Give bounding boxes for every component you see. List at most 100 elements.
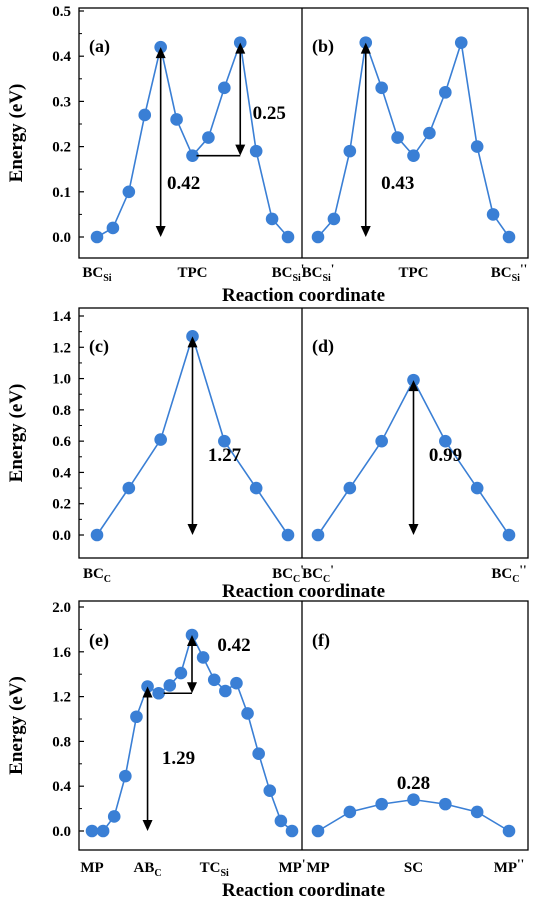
data-point xyxy=(281,528,295,542)
data-point xyxy=(122,481,136,495)
x-tick-label: MP xyxy=(306,860,329,876)
data-point xyxy=(218,434,231,448)
y-tick-label: 1.2 xyxy=(52,690,71,706)
data-point xyxy=(219,684,232,698)
y-tick-label: 0.1 xyxy=(52,185,71,201)
y-tick-label: 1.6 xyxy=(52,645,71,661)
barrier-arrow-head xyxy=(142,686,153,698)
barrier-arrow-head xyxy=(187,336,198,348)
data-point xyxy=(252,747,265,761)
x-tick-label: TPC xyxy=(178,265,208,281)
data-point xyxy=(90,528,104,542)
plot-frame xyxy=(78,7,529,259)
barrier-label: 0.99 xyxy=(429,445,462,466)
data-point xyxy=(186,149,199,162)
y-tick-label: 0.3 xyxy=(52,94,71,110)
data-point xyxy=(375,797,388,811)
data-point xyxy=(230,676,243,690)
y-axis-label: Energy (eV) xyxy=(6,84,27,183)
x-tick-label: BCSi'' xyxy=(491,261,527,284)
data-point xyxy=(263,784,277,797)
x-axis-label: Reaction coordinate xyxy=(222,880,385,901)
data-point xyxy=(281,230,295,244)
barrier-arrow-head xyxy=(235,42,246,54)
barrier-arrow-head xyxy=(360,226,371,237)
y-tick-label: 0.6 xyxy=(52,434,71,450)
data-point xyxy=(218,81,231,95)
data-point xyxy=(423,126,436,140)
data-point xyxy=(163,679,177,692)
data-point xyxy=(119,769,132,783)
data-point xyxy=(343,805,357,819)
data-point xyxy=(154,433,167,446)
barrier-arrow-head xyxy=(187,524,198,535)
x-tick-label: BCC xyxy=(83,566,111,585)
barrier-label: 0.25 xyxy=(253,103,286,124)
data-point xyxy=(174,666,188,680)
x-tick-label: BCSi' xyxy=(272,261,305,284)
data-point xyxy=(486,208,500,221)
data-point xyxy=(241,707,254,720)
barrier-arrow-head xyxy=(155,47,166,59)
data-point xyxy=(502,528,516,542)
x-tick-label: ABC xyxy=(134,860,162,879)
y-tick-label: 0.0 xyxy=(52,824,71,840)
barrier-label: 1.29 xyxy=(162,748,195,769)
y-tick-label: 0.8 xyxy=(52,403,71,419)
plot-frame xyxy=(78,307,529,559)
y-tick-label: 0.4 xyxy=(52,465,71,481)
y-tick-label: 1.2 xyxy=(52,340,71,356)
y-tick-label: 0.0 xyxy=(52,528,71,544)
data-point xyxy=(327,212,341,226)
y-tick-label: 1.0 xyxy=(52,372,71,388)
y-tick-label: 0.5 xyxy=(52,4,71,20)
barrier-label: 0.28 xyxy=(397,773,430,794)
data-point xyxy=(375,81,388,95)
data-point xyxy=(311,528,325,542)
x-tick-label: SC xyxy=(404,860,423,876)
y-tick-label: 0.2 xyxy=(52,497,71,513)
data-point xyxy=(274,814,288,828)
data-point xyxy=(265,212,279,226)
panel-label: (e) xyxy=(89,630,109,651)
data-point xyxy=(391,131,404,144)
barrier-arrow-head xyxy=(187,635,197,646)
data-point xyxy=(502,824,516,838)
panel-label: (d) xyxy=(312,336,334,357)
data-point xyxy=(207,673,221,687)
y-tick-label: 1.4 xyxy=(52,309,71,325)
barrier-arrow-head xyxy=(408,380,419,392)
y-tick-label: 0.2 xyxy=(52,140,71,156)
data-point xyxy=(130,710,143,724)
x-tick-label: MP' xyxy=(279,856,306,876)
barrier-label: 0.43 xyxy=(381,173,414,194)
barrier-label: 1.27 xyxy=(208,445,242,466)
data-point xyxy=(249,481,263,495)
x-tick-label: TCSi xyxy=(200,860,229,879)
plot-frame xyxy=(78,600,529,851)
data-point xyxy=(343,144,357,158)
data-point xyxy=(470,481,484,495)
data-point xyxy=(502,230,516,244)
barrier-arrow-head xyxy=(142,820,153,831)
data-point xyxy=(122,185,136,199)
data-point xyxy=(90,230,104,244)
y-tick-label: 0.8 xyxy=(52,734,71,750)
series-line xyxy=(317,42,510,238)
data-point xyxy=(311,230,325,244)
y-axis-label: Energy (eV) xyxy=(6,384,27,483)
data-point xyxy=(311,824,325,838)
x-tick-label: BCC' xyxy=(272,562,304,585)
data-point xyxy=(439,86,452,99)
x-tick-label: TPC xyxy=(399,265,429,281)
data-point xyxy=(170,113,183,126)
data-point xyxy=(96,824,110,838)
y-tick-label: 0.4 xyxy=(52,49,71,65)
data-point xyxy=(439,797,452,811)
data-point xyxy=(85,824,99,838)
x-tick-label: BCSi xyxy=(82,265,111,284)
data-point xyxy=(196,651,210,664)
data-point xyxy=(138,108,152,122)
data-point xyxy=(454,36,468,49)
data-point xyxy=(470,805,484,819)
